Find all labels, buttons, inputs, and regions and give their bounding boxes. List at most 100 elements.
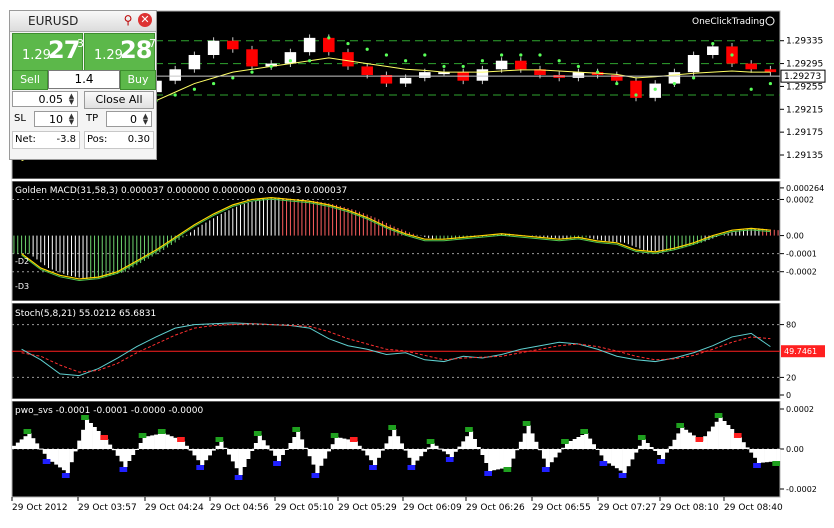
macd-title: Golden MACD(31,58,3) 0.000037 0.000000 0… xyxy=(15,186,347,196)
pwo-tip xyxy=(580,429,588,434)
pwo-bar xyxy=(242,449,247,467)
pwo-bar xyxy=(119,449,124,462)
pwo-bar xyxy=(234,449,239,469)
psar-dot xyxy=(692,76,696,80)
pwo-tip xyxy=(772,461,780,466)
pwo-bar xyxy=(480,449,485,455)
pwo-bar xyxy=(415,449,420,461)
pwo-bar xyxy=(104,439,109,449)
pwo-bar xyxy=(238,449,243,475)
pwo-bar xyxy=(580,435,585,449)
stoch-title: Stoch(5,8,21) 55.0212 65.6831 xyxy=(15,309,156,319)
candle xyxy=(572,72,585,78)
pwo-bar xyxy=(622,449,627,473)
price-axis xyxy=(780,11,834,497)
pwo-bar xyxy=(307,449,312,457)
sell-price-prefix: 1.29 xyxy=(22,48,51,63)
close-all-button[interactable]: Close All xyxy=(84,91,154,109)
pwo-bar xyxy=(399,443,404,449)
pwo-bar xyxy=(134,449,140,450)
pwo-tip xyxy=(369,465,377,470)
buy-price-prefix: 1.29 xyxy=(94,48,123,63)
pwo-bar xyxy=(219,441,224,449)
pwo-bar xyxy=(707,431,712,449)
pwo-bar xyxy=(15,442,20,449)
stoch-tick-label: 0 xyxy=(786,391,791,400)
pwo-bar xyxy=(718,417,723,449)
psar-dot xyxy=(500,53,504,57)
pwo-tick-label: 0.00 xyxy=(786,445,804,454)
spinner-arrows-icon[interactable]: ▲ ▼ xyxy=(68,112,75,126)
pwo-bar xyxy=(591,444,596,449)
pwo-bar xyxy=(407,449,412,458)
tp-stepper[interactable]: 0 ▲ ▼ xyxy=(106,111,152,127)
pin-icon[interactable]: ⚲ xyxy=(123,13,133,27)
pwo-bar xyxy=(161,433,166,449)
macd-signal-line xyxy=(21,197,771,280)
psar-dot xyxy=(346,41,350,46)
pwo-tip xyxy=(234,475,243,480)
pwo-bar xyxy=(726,425,731,449)
psar-dot xyxy=(615,81,619,86)
pwo-bar xyxy=(396,436,401,449)
pwo-bar xyxy=(188,449,193,451)
candle xyxy=(687,55,700,73)
sell-button[interactable]: Sell xyxy=(12,70,48,90)
pwo-bar xyxy=(127,449,132,461)
buy-button[interactable]: Buy xyxy=(120,70,156,90)
candle xyxy=(246,49,258,67)
lot-size-input[interactable]: 1.4 xyxy=(48,70,120,89)
tp-label: TP xyxy=(86,113,99,124)
pwo-bar xyxy=(564,443,570,449)
pwo-bar xyxy=(38,448,44,450)
macd-tick-label: -0.0001 xyxy=(786,250,817,259)
pwo-bar xyxy=(676,433,681,449)
current-price-label: 1.29273 xyxy=(784,72,821,82)
pwo-bar xyxy=(545,449,550,467)
pwo-tip xyxy=(23,429,32,434)
pwo-bar xyxy=(626,449,631,467)
pwo-bar xyxy=(422,449,428,452)
pwo-bar xyxy=(730,429,735,449)
pwo-bar xyxy=(411,449,416,465)
psar-dot xyxy=(250,70,254,74)
pwo-bar xyxy=(495,449,500,470)
pwo-bar xyxy=(361,449,366,451)
pwo-tip xyxy=(733,433,742,438)
psar-dot xyxy=(634,93,638,97)
pwo-bar xyxy=(468,431,474,449)
pwo-bar xyxy=(472,439,477,449)
candle xyxy=(169,69,181,81)
volume-stepper[interactable]: 0.05 ▲ ▼ xyxy=(12,91,78,107)
pwo-bar xyxy=(599,449,604,456)
pwo-bar xyxy=(12,445,17,449)
psar-dot xyxy=(653,87,657,91)
pwo-bar xyxy=(230,449,236,462)
pwo-tip xyxy=(292,427,300,432)
pwo-bar xyxy=(357,445,362,449)
pwo-bar xyxy=(100,435,105,449)
pwo-bar xyxy=(365,449,370,456)
psar-dot xyxy=(576,64,581,69)
stoch-current-tag xyxy=(781,345,825,358)
pwo-bar xyxy=(200,449,205,465)
sl-label: SL xyxy=(14,113,26,124)
time-label: 29 Oct 05:10 xyxy=(275,503,334,513)
pwo-bar xyxy=(768,449,773,462)
stoch-signal-line xyxy=(21,323,771,373)
pwo-tip xyxy=(311,473,320,478)
sl-stepper[interactable]: 10 ▲ ▼ xyxy=(34,111,78,127)
sl-value: 10 xyxy=(49,113,63,126)
buy-price-button[interactable]: 1.29 28 7 xyxy=(84,33,156,71)
pwo-bar xyxy=(123,449,128,467)
sell-price-button[interactable]: 1.29 27 3 xyxy=(12,33,84,71)
macd-tick-label: 0.00 xyxy=(786,232,804,241)
spinner-arrows-icon[interactable]: ▲ ▼ xyxy=(142,112,149,126)
pwo-bar xyxy=(703,436,708,449)
close-icon[interactable]: ✕ xyxy=(138,13,152,27)
pwo-bar xyxy=(292,437,297,449)
pwo-bar xyxy=(380,449,385,451)
spinner-arrows-icon[interactable]: ▲ ▼ xyxy=(68,92,75,106)
pwo-tip xyxy=(676,423,684,428)
psar-dot xyxy=(672,81,677,86)
